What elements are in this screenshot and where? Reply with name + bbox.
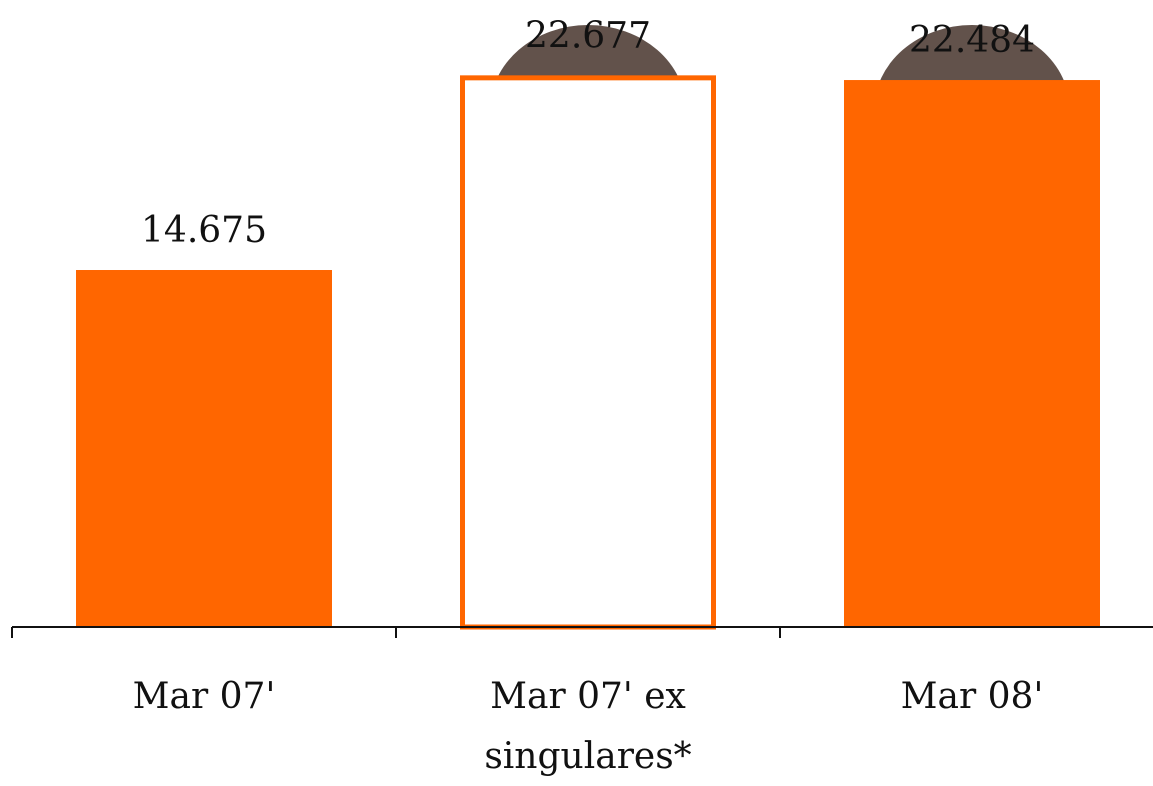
x-axis [11,626,1153,638]
category-label-2: Mar 07' ex singulares* [484,676,691,777]
value-label-1: 14.675 [141,210,267,251]
labels: 14.675 22.677 22.484 Mar 07' Mar 07' ex singu… [133,15,1044,777]
bars [76,75,1100,630]
category-label-3: Mar 08' [901,676,1044,717]
value-label-3: 22.484 [909,20,1035,61]
value-label-2: 22.677 [525,15,651,56]
bar-1 [76,270,332,627]
bar-3 [844,80,1100,627]
category-label-1: Mar 07' [133,676,276,717]
bar-2 [460,75,716,630]
